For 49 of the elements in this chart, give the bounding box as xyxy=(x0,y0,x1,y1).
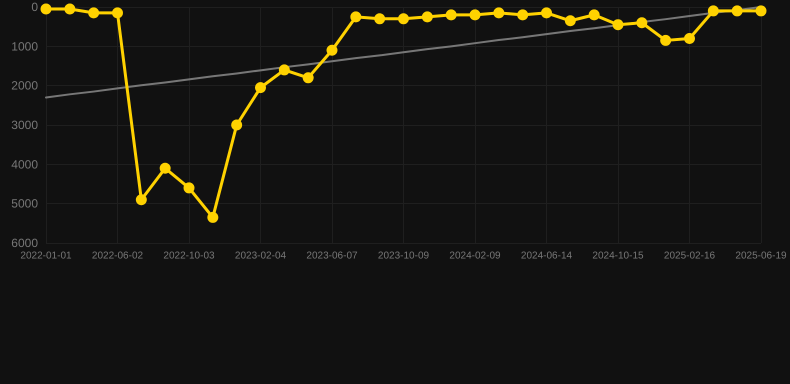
point xyxy=(374,13,386,24)
point xyxy=(112,7,123,18)
y-tick-label: 5000 xyxy=(11,196,38,211)
x-tick-label: 2023-06-07 xyxy=(306,250,358,262)
point xyxy=(684,32,695,44)
x-tick-label: 2024-10-15 xyxy=(592,250,644,262)
point xyxy=(278,64,290,76)
point xyxy=(660,34,672,46)
point xyxy=(517,9,528,20)
x-tick-label: 2022-06-02 xyxy=(92,250,144,262)
x-tick-label: 2025-02-16 xyxy=(664,250,716,262)
point xyxy=(184,182,194,194)
point xyxy=(493,7,504,18)
y-tick-label: 0 xyxy=(31,0,38,14)
point xyxy=(398,13,409,24)
x-tick-label: 2023-10-09 xyxy=(378,250,430,262)
point xyxy=(326,44,338,56)
point xyxy=(255,82,266,94)
y-tick-label: 2000 xyxy=(11,78,38,93)
y-tick-label: 1000 xyxy=(11,39,38,54)
point xyxy=(160,162,171,174)
point xyxy=(207,212,218,223)
x-tick-label: 2022-10-03 xyxy=(163,250,216,262)
x-tick-label: 2025-06-19 xyxy=(735,250,788,262)
x-tick-label: 2023-02-04 xyxy=(234,250,287,262)
point xyxy=(350,11,362,22)
y-tick-label: 4000 xyxy=(11,157,38,172)
point xyxy=(422,11,433,22)
point xyxy=(564,15,576,26)
x-tick-label: 2024-06-14 xyxy=(520,250,573,262)
point xyxy=(732,5,743,16)
point xyxy=(136,194,147,206)
point xyxy=(541,7,552,18)
point xyxy=(470,9,480,20)
point xyxy=(40,3,52,14)
point xyxy=(636,17,648,28)
point xyxy=(756,5,766,16)
point xyxy=(302,72,314,84)
point xyxy=(231,120,242,130)
y-tick-label: 3000 xyxy=(11,118,38,132)
point xyxy=(88,7,100,18)
point xyxy=(612,19,624,30)
x-tick-label: 2022-01-01 xyxy=(20,250,72,262)
point xyxy=(708,5,719,16)
y-tick-label: 6000 xyxy=(11,236,38,250)
point xyxy=(64,3,76,14)
point xyxy=(588,9,600,20)
point xyxy=(446,9,457,20)
x-tick-label: 2024-02-09 xyxy=(449,250,502,262)
